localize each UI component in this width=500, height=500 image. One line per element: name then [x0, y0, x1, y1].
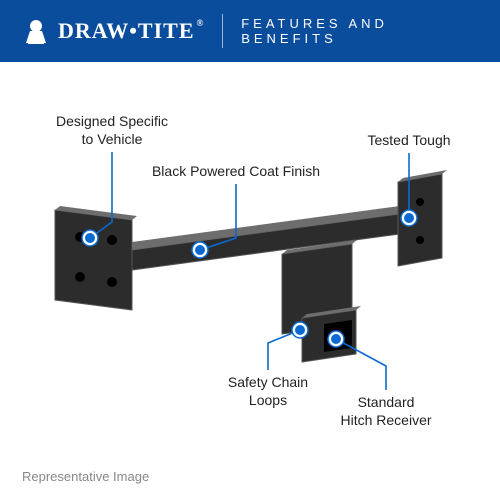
callout-designed: Designed Specificto Vehicle	[12, 113, 212, 148]
header-subtitle: FEATURES AND BENEFITS	[241, 16, 478, 46]
logo: DRAW•TITE®	[22, 17, 204, 45]
footer-note: Representative Image	[22, 469, 149, 484]
header-bar: DRAW•TITE® FEATURES AND BENEFITS	[0, 0, 500, 62]
diagram-body: Designed Specificto Vehicle Black Powered…	[0, 62, 500, 498]
callout-receiver: StandardHitch Receiver	[286, 394, 486, 429]
header-divider	[222, 14, 223, 48]
callout-coat: Black Powered Coat Finish	[136, 163, 336, 181]
logo-text: DRAW•TITE®	[58, 18, 204, 44]
infographic-frame: DRAW•TITE® FEATURES AND BENEFITS	[0, 0, 500, 500]
hitch-ball-icon	[22, 17, 50, 45]
callout-tested: Tested Tough	[309, 132, 500, 150]
